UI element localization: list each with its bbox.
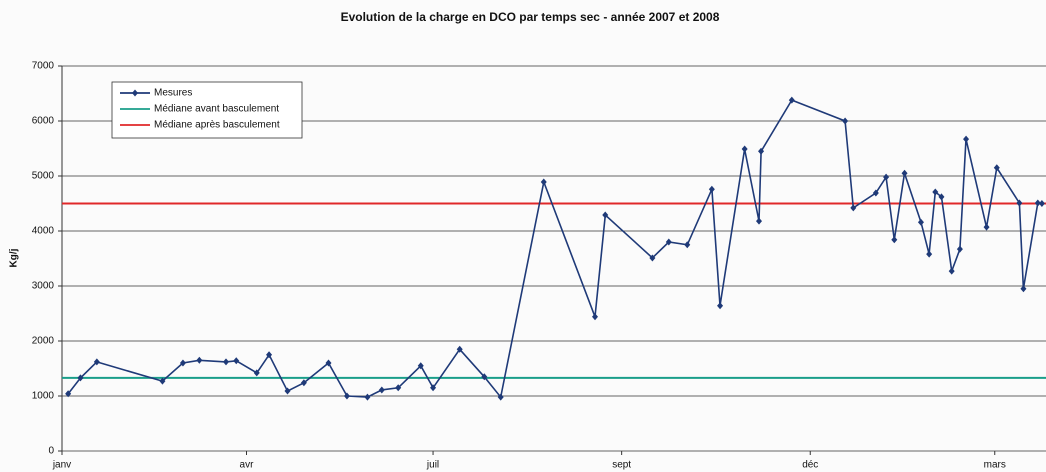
data-marker [891,236,898,244]
data-marker [883,173,890,181]
data-marker [649,254,656,262]
data-marker [456,345,463,353]
data-marker [956,245,963,253]
legend-label: Médiane avant basculement [154,104,279,115]
data-marker [788,96,795,104]
data-marker [417,362,424,370]
data-marker [343,392,350,400]
data-marker [233,357,240,365]
data-marker [266,351,273,359]
legend-marker [132,89,138,97]
data-marker [223,358,229,366]
chart-title: Evolution de la charge en DCO par temps … [341,10,720,24]
data-marker [159,377,166,385]
data-marker [938,193,945,201]
data-marker [378,386,385,394]
data-marker [77,374,84,382]
y-tick-label: 3000 [32,281,55,292]
y-tick-label: 1000 [32,391,55,402]
data-marker [684,241,691,249]
y-tick-label: 4000 [32,226,55,237]
data-marker [948,267,955,275]
data-marker [963,135,970,143]
x-tick-label: mars [984,460,1006,471]
data-marker [708,185,715,193]
data-marker [196,356,203,364]
data-marker [917,218,924,226]
data-marker [665,238,672,246]
data-marker [179,359,186,367]
data-marker [872,189,879,197]
data-marker [1038,200,1045,207]
data-marker [901,169,908,177]
data-marker [758,147,765,155]
data-marker [602,211,609,219]
x-tick-label: juil [426,460,439,471]
y-tick-label: 0 [48,446,54,457]
data-marker [993,164,1000,172]
data-marker [1020,285,1027,293]
data-marker [983,223,990,231]
data-marker [1034,199,1041,207]
data-marker [926,250,933,258]
data-marker [540,178,547,186]
data-marker [741,145,748,153]
data-marker [842,117,849,125]
data-marker [717,302,724,310]
legend: Mesures Médiane avant basculement Médiane … [111,81,303,139]
x-tick-label: janv [52,460,71,471]
data-marker [300,379,307,387]
y-tick-label: 6000 [32,116,55,127]
data-marker [932,188,939,196]
data-marker [1016,199,1023,207]
data-marker [325,359,332,367]
y-axis-label: Kg/j [9,248,20,267]
y-tick-label: 2000 [32,336,55,347]
data-marker [481,373,488,381]
data-marker [364,393,371,401]
legend-label: Médiane après basculement [154,120,280,131]
data-marker [850,204,857,212]
data-marker [756,217,762,225]
data-marker [284,387,291,395]
legend-label: Mesures [154,88,192,99]
data-marker [395,384,402,392]
legend-box [111,81,303,139]
data-marker [592,313,598,321]
y-tick-label: 5000 [32,171,55,182]
data-marker [253,369,260,377]
data-marker [93,358,100,366]
data-marker [430,384,437,392]
data-marker [65,390,72,398]
data-marker [497,393,504,401]
x-tick-label: sept [612,460,631,471]
y-tick-label: 7000 [32,61,55,72]
x-tick-label: avr [240,460,255,471]
x-tick-label: déc [802,460,818,471]
